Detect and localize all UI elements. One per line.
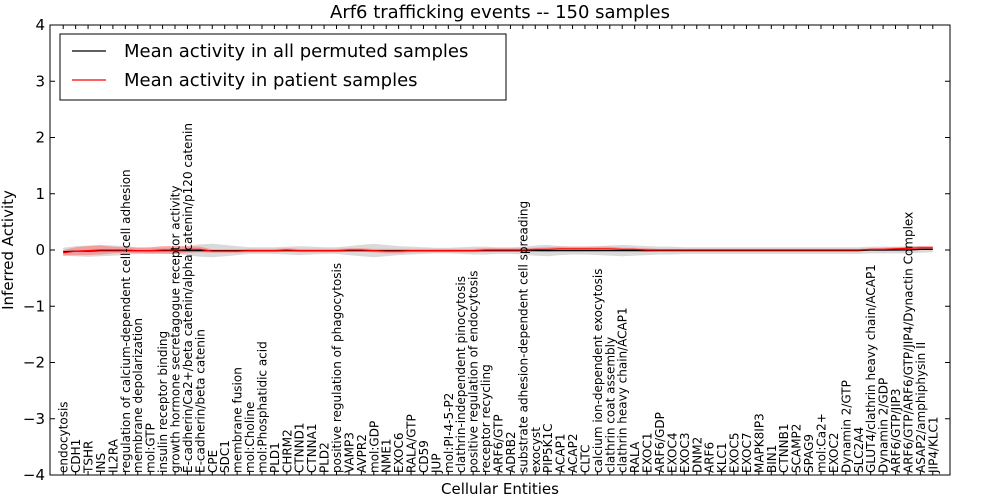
x-category-label: regulation of calcium-dependent cell-cel… [119,169,133,473]
x-category-label: KLC1 [715,442,729,473]
plot-area: 4 3 2 1 0 −1 −2 −3 −4 endocytosisCDH1TSHRINSIL2RA… [23,16,951,484]
x-category-label: mol:PI-4-5-P2 [442,393,456,473]
x-category-label: NME1 [380,438,394,473]
x-category-label: SCAMP2 [790,424,804,473]
x-category-label: calcium ion-dependent exocytosis [591,269,605,474]
x-category-label: TSHR [82,441,96,474]
x-category-label: CHRM2 [280,429,294,473]
x-category-label: mol:GTP [144,423,158,473]
x-category-label: RALA/GTP [405,414,419,473]
x-category-label: GLUT4/clathrin heavy chain/ACAP1 [864,264,878,473]
x-category-label: ARF6/GDP [653,412,667,473]
x-category-label: receptor recycling [479,364,493,473]
x-category-label: membrane depolarization [131,318,145,473]
x-category-label: CPE [206,450,220,473]
chart-title: Arf6 trafficking events -- 150 samples [330,2,670,23]
x-category-label: VAMP3 [342,432,356,473]
x-category-label: EXOC6 [392,433,406,474]
x-category-label: SDC1 [218,440,232,473]
x-category-label: EXOC2 [827,433,841,474]
x-category-label: clathrin-independent pinocytosis [454,276,468,473]
legend-label: Mean activity in all permuted samples [124,41,468,62]
x-category-label: EXOC4 [665,433,679,474]
x-category-label: IL2RA [106,438,120,473]
x-category-label: mol:Choline [243,402,257,473]
x-category-label: Dynamin 2/GTP [839,380,853,473]
x-category-label: mol:Phosphatidic acid [256,341,270,473]
x-category-label: EXOC5 [728,433,742,474]
x-category-label: CTNNB1 [777,423,791,473]
x-category-label: EXOC3 [678,433,692,474]
x-category-label: mol:GDP [367,421,381,473]
y-tick-label: −1 [23,297,45,315]
x-category-label: PLD2 [318,442,332,473]
x-category-label: JIP4/KLC1 [926,416,940,474]
x-category-label: E-cadherin/Ca2+/beta catenin/alpha caten… [181,123,195,473]
x-category-label: growth hormone secretagogue receptor act… [169,186,183,473]
x-category-label: ARF6/GTP/JIP3 [889,388,903,473]
x-category-label: EXOC1 [641,433,655,474]
x-axis-label: Cellular Entities [441,480,559,498]
x-category-label: INS [94,453,108,473]
x-category-label: ACAP1 [554,434,568,473]
x-category-label: CTNNA1 [305,423,319,473]
x-category-label: MAPK8IP3 [752,413,766,473]
x-category-label: insulin receptor binding [156,331,170,473]
x-category-label: clathrin coat assembly [603,337,617,473]
y-tick-label: 1 [35,185,45,203]
x-category-label: DNM2 [690,437,704,473]
x-category-label: PIP5K1C [541,423,555,473]
x-category-label: CLTC [579,445,593,473]
x-category-label: ARF6/GTP [492,414,506,473]
legend: Mean activity in all permuted samples Mea… [59,33,507,101]
y-tick-label: 2 [35,129,45,147]
x-category-label: AVPR2 [355,434,369,473]
x-category-label: E-cadherin/beta catenin [193,329,207,473]
x-category-label: substrate adhesion-dependent cell spread… [516,201,530,473]
x-category-label: clathrin heavy chain/ACAP1 [616,307,630,473]
x-category-label: JUP [429,453,443,474]
y-tick-label: 3 [35,72,45,90]
y-axis-label: Inferred Activity [0,190,17,310]
x-category-label: exocyst [529,427,543,473]
x-category-label: positive regulation of phagocytosis [330,263,344,473]
x-category-label: SLC2A4 [852,427,866,473]
y-tick-label: 4 [35,16,45,34]
y-tick-label: −4 [23,466,45,484]
y-tick-label: −2 [23,354,45,372]
x-category-label: positive regulation of endocytosis [467,270,481,473]
series-line-patient [63,247,933,254]
y-tick-label: 0 [35,241,45,259]
x-category-label: endocytosis [57,401,71,473]
legend-box [59,33,507,101]
x-category-label: BIN1 [765,445,779,473]
y-tick-label: −3 [23,410,45,428]
x-category-label: ADRB2 [504,431,518,473]
x-category-label: ARF6/GTP/ARF6/GTP/JIP4/Dynactin Complex [901,212,915,473]
x-category-label: CDH1 [69,439,83,473]
x-category-label: PLD1 [268,442,282,473]
x-category-label: EXOC7 [740,433,754,474]
x-category-label: CTNND1 [293,422,307,473]
x-category-label: SPAG9 [802,434,816,473]
x-category-label: CD59 [417,440,431,473]
x-category-label: ARF6 [703,442,717,473]
x-category-label: RALA [628,441,642,473]
x-category-label: mol:Ca2+ [815,413,829,473]
x-category-label: ACAP2 [566,434,580,473]
x-category-label: membrane fusion [231,367,245,473]
legend-label: Mean activity in patient samples [124,70,418,91]
x-category-label: ASAP2/amphiphysin II [914,342,928,473]
x-category-label: Dynamin 2/GDP [877,378,891,473]
